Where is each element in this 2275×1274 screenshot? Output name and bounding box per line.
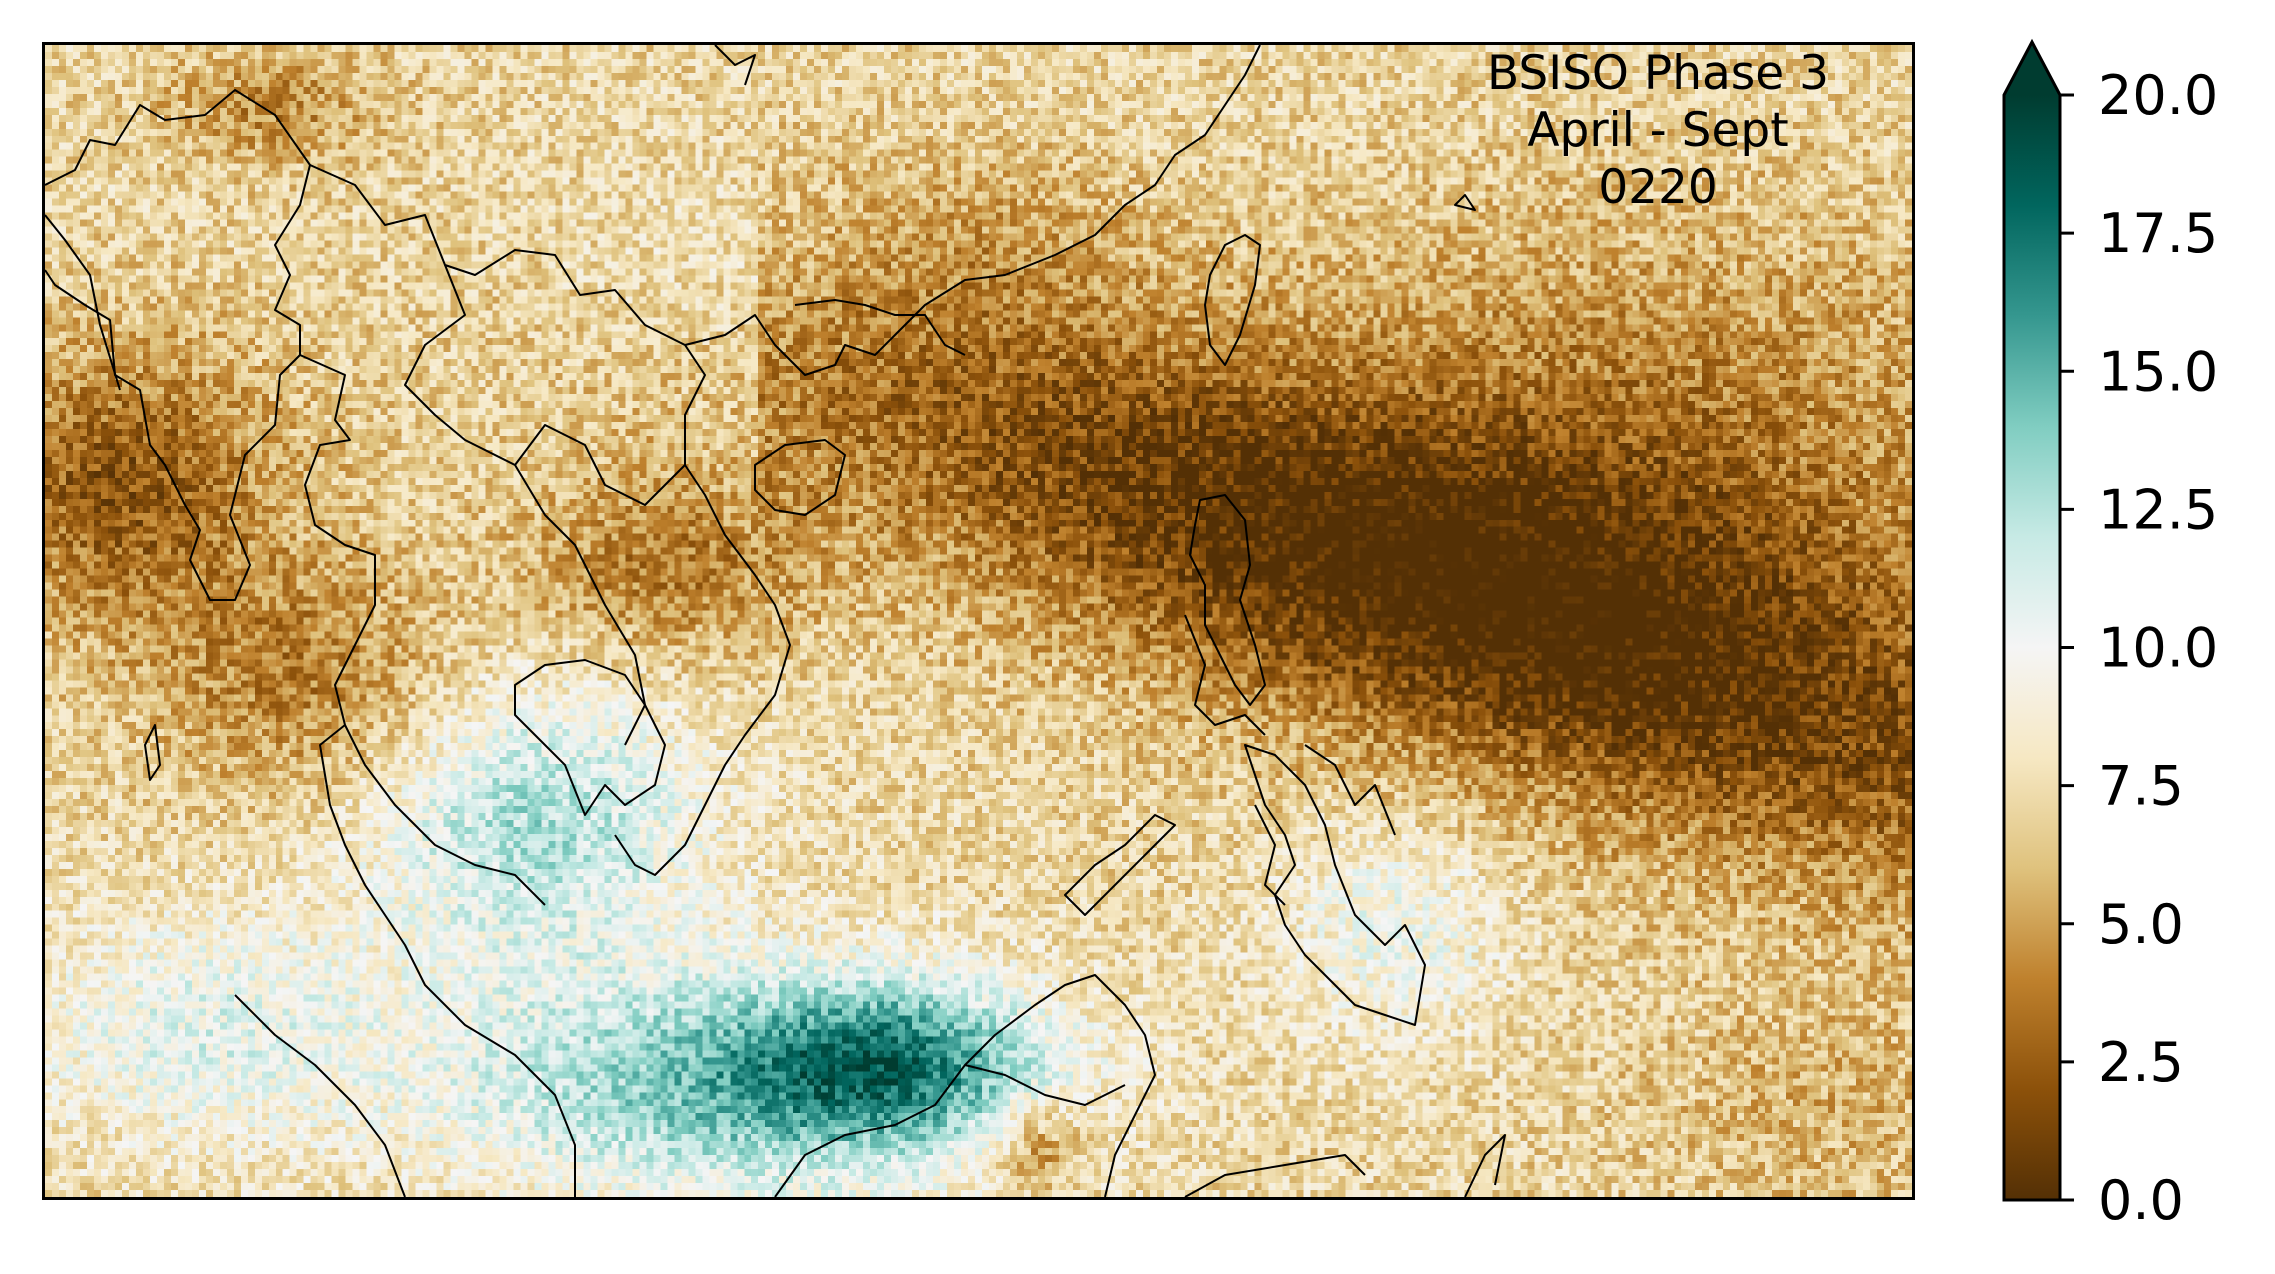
coastline-borneo — [774, 974, 1156, 1197]
map-title: BSISO Phase 3 April - Sept 0220 — [1383, 45, 1912, 216]
coastline-cambodia — [514, 659, 666, 816]
coastline-taiwan — [1204, 234, 1261, 366]
colorbar-tick-label: 0.0 — [2098, 1169, 2184, 1232]
coastline-palawan — [1064, 814, 1176, 916]
title-line-2: April - Sept — [1527, 103, 1789, 158]
colorbar-extend-arrow — [2004, 42, 2060, 95]
gridded-field-raster — [45, 45, 1912, 1197]
colorbar-tick-label: 5.0 — [2098, 893, 2184, 956]
colorbar-tick-label: 15.0 — [2098, 340, 2218, 403]
map-panel: BSISO Phase 3 April - Sept 0220 — [42, 42, 1915, 1200]
colorbar-gradient — [2004, 95, 2060, 1200]
coastline-overlay — [45, 45, 1506, 1197]
coastline-luzon — [1189, 494, 1266, 706]
colorbar-ticks: 0.0 2.5 5.0 7.5 10.0 12.5 15.0 17.5 20.0 — [2060, 64, 2218, 1232]
title-line-1: BSISO Phase 3 — [1486, 46, 1830, 101]
colorbar-tick-label: 20.0 — [2098, 64, 2218, 127]
colorbar-tick-label: 12.5 — [2098, 478, 2218, 541]
coastline-sulawesi — [1184, 1154, 1366, 1197]
colorbar-tick-label: 10.0 — [2098, 617, 2218, 680]
coastline-south-china — [684, 45, 1261, 376]
colorbar-tick-label: 2.5 — [2098, 1031, 2184, 1094]
coastline-sumatra — [234, 994, 406, 1197]
coastline-thailand — [299, 354, 576, 1197]
coastline-vietnam — [309, 164, 791, 876]
title-line-3: 0220 — [1598, 160, 1718, 215]
coastline-mindanao — [1244, 744, 1426, 1026]
coastline-hainan — [754, 439, 846, 516]
colorbar-tick-label: 17.5 — [2098, 202, 2218, 265]
colorbar-tick-label: 7.5 — [2098, 755, 2184, 818]
coastline-myanmar — [45, 89, 311, 601]
